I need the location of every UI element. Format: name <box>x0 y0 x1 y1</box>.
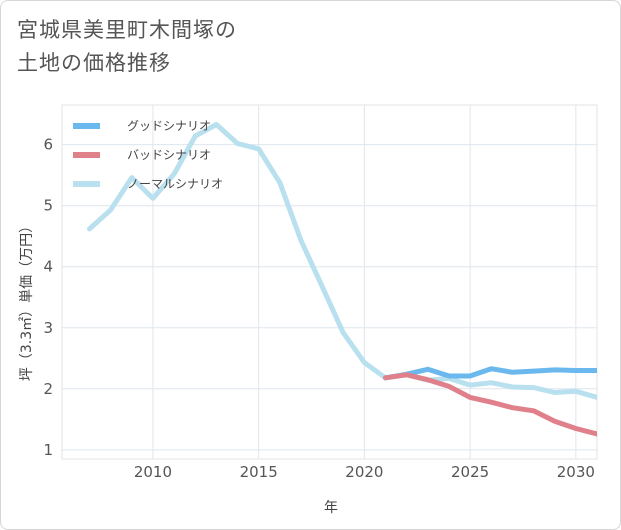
y-tick-label: 2 <box>43 380 53 398</box>
series-line-1 <box>383 372 597 437</box>
y-axis-label: 坪（3.3㎡）単価（万円） <box>19 219 35 381</box>
series-line-2 <box>87 122 597 400</box>
y-axis-ticks: 1 2 3 4 5 6 <box>43 136 53 459</box>
x-tick-label: 2015 <box>240 463 278 481</box>
plot-frame <box>61 104 598 460</box>
y-tick-label: 6 <box>43 136 53 154</box>
x-axis-ticks: 2010 2015 2020 2025 2030 <box>134 463 595 481</box>
chart-title: 宮城県美里町木間塚の 土地の価格推移 <box>17 14 237 80</box>
y-tick-label: 5 <box>43 197 53 215</box>
x-tick-label: 2020 <box>345 463 383 481</box>
y-tick-label: 1 <box>43 441 53 459</box>
x-tick-label: 2025 <box>451 463 489 481</box>
chart-title-line1: 宮城県美里町木間塚の <box>17 18 237 42</box>
series-layer <box>87 122 597 437</box>
legend-label-1: バッドシナリオ <box>127 148 211 162</box>
x-tick-label: 2010 <box>134 463 172 481</box>
plot-area <box>61 104 598 460</box>
series-line-0 <box>383 366 597 381</box>
grid-lines <box>62 105 597 459</box>
x-axis-label: 年 <box>324 500 338 516</box>
y-tick-label: 4 <box>43 258 53 276</box>
chart-title-line2: 土地の価格推移 <box>17 51 171 75</box>
legend-label-2: ノーマルシナリオ <box>127 177 223 191</box>
x-tick-label: 2030 <box>557 463 595 481</box>
y-tick-label: 3 <box>43 319 53 337</box>
legend-label-0: グッドシナリオ <box>127 119 211 133</box>
